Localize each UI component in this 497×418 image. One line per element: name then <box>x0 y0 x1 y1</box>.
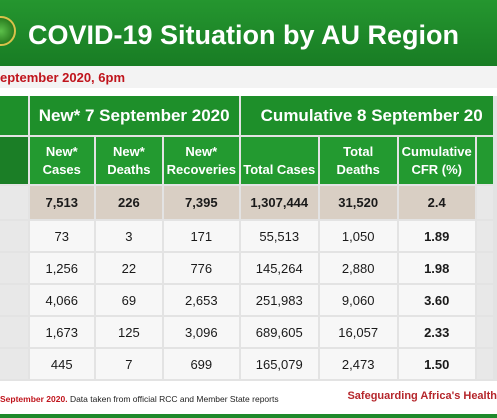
total-deaths: 31,520 <box>319 186 397 219</box>
total-new-deaths: 226 <box>95 186 162 219</box>
table-row: 1,256 22 776 145,264 2,880 1.98 <box>0 253 493 283</box>
group-left-stub <box>0 96 28 135</box>
header-new-cases: New* Cases <box>29 137 94 184</box>
bottom-bar <box>0 414 497 418</box>
header-new-recoveries: New* Recoveries <box>163 137 239 184</box>
table-row: 73 3 171 55,513 1,050 1.89 <box>0 221 493 251</box>
totals-row: 7,513 226 7,395 1,307,444 31,520 2.4 <box>0 186 493 219</box>
total-cfr: 2.4 <box>398 186 475 219</box>
au-logo-icon <box>0 16 16 46</box>
total-cases: 1,307,444 <box>240 186 318 219</box>
header-cfr: Cumulative CFR (%) <box>398 137 475 184</box>
table-row: 1,673 125 3,096 689,605 16,057 2.33 <box>0 317 493 347</box>
data-table: New* 7 September 2020 Cumulative 8 Septe… <box>0 96 497 381</box>
header-new-deaths: New* Deaths <box>95 137 162 184</box>
table-row: 445 7 699 165,079 2,473 1.50 <box>0 349 493 379</box>
title-banner: COVID-19 Situation by AU Region <box>0 0 497 72</box>
page-title: COVID-19 Situation by AU Region <box>28 20 460 50</box>
footer-slogan: Safeguarding Africa's Health <box>347 390 497 402</box>
total-new-recoveries: 7,395 <box>163 186 239 219</box>
totals-region-cell <box>0 186 28 219</box>
header-right-stub <box>476 137 493 184</box>
report-date: eptember 2020, 6pm <box>0 70 126 85</box>
footer-source: Data taken from official RCC and Member … <box>67 394 279 404</box>
footer-date: September 2020. <box>0 394 68 404</box>
group-header-new: New* 7 September 2020 <box>29 96 239 135</box>
total-new-cases: 7,513 <box>29 186 94 219</box>
footer-source-note: September 2020. Data taken from official… <box>0 394 279 404</box>
header-total-deaths: Total Deaths <box>319 137 397 184</box>
group-header-cumulative: Cumulative 8 September 20 <box>240 96 493 135</box>
table-row: 4,066 69 2,653 251,983 9,060 3.60 <box>0 285 493 315</box>
date-strip <box>0 66 497 88</box>
header-total-cases: Total Cases <box>240 137 318 184</box>
region-header <box>0 137 28 184</box>
